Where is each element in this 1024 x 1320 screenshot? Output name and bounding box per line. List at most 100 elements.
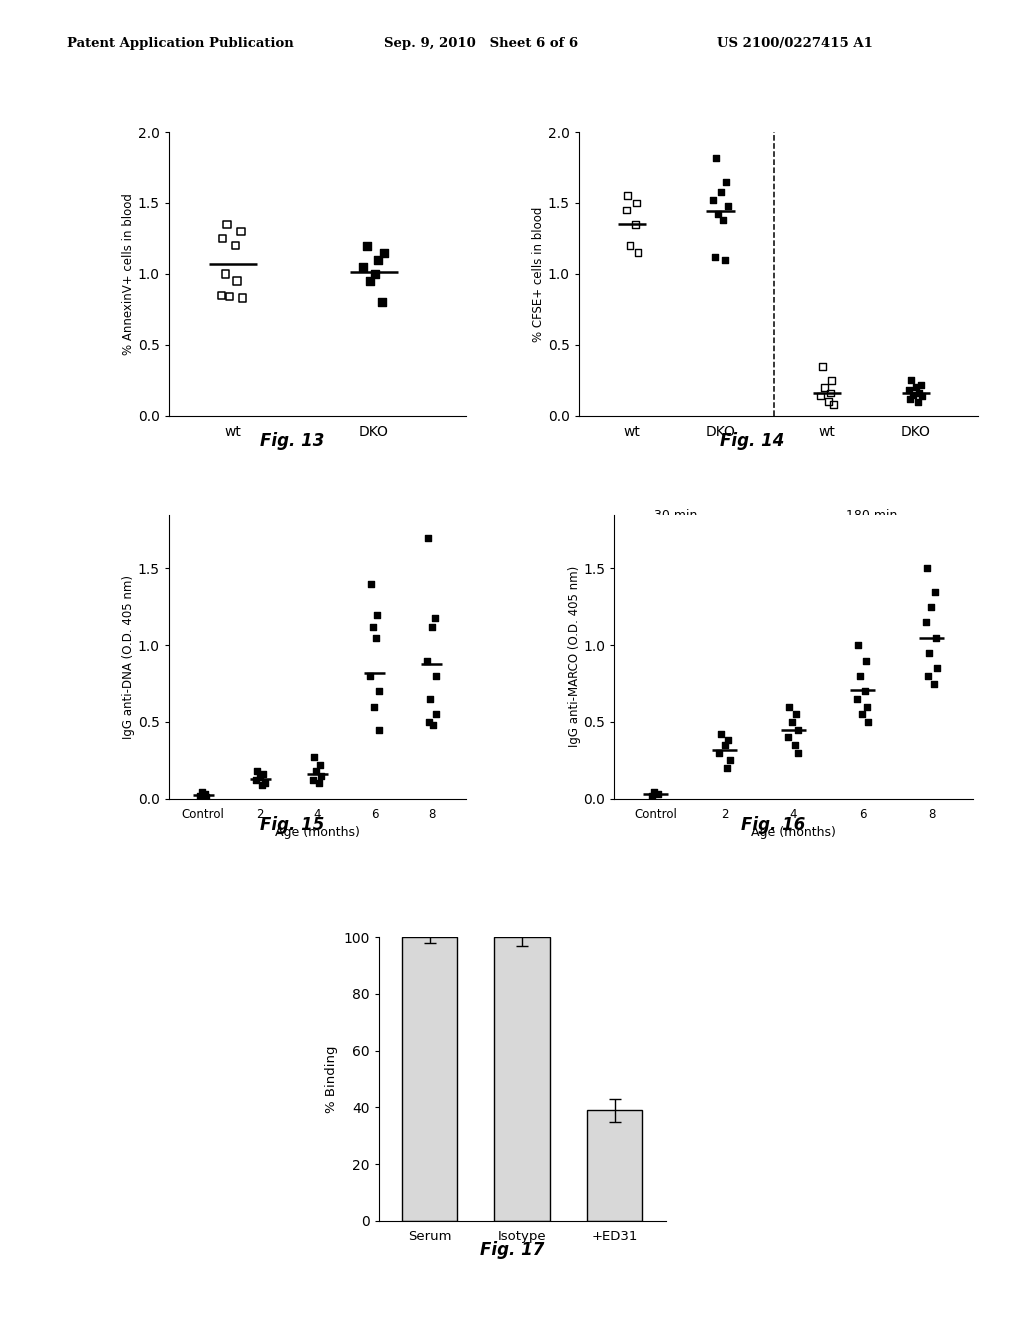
X-axis label: Age (months): Age (months) bbox=[752, 826, 836, 840]
Point bbox=[813, 385, 829, 407]
Y-axis label: IgG anti-MARCO (O.D. 405 nm): IgG anti-MARCO (O.D. 405 nm) bbox=[567, 566, 581, 747]
Point bbox=[370, 249, 386, 271]
Point bbox=[427, 665, 443, 686]
Text: Fig. 14: Fig. 14 bbox=[721, 432, 784, 450]
Point bbox=[823, 370, 840, 391]
Point bbox=[366, 696, 382, 717]
Text: 30 min: 30 min bbox=[654, 510, 698, 523]
Point bbox=[305, 770, 322, 791]
Text: Fig. 16: Fig. 16 bbox=[741, 816, 805, 834]
Point bbox=[816, 378, 833, 399]
Point bbox=[252, 767, 268, 788]
Text: Sep. 9, 2010   Sheet 6 of 6: Sep. 9, 2010 Sheet 6 of 6 bbox=[384, 37, 579, 50]
Point bbox=[306, 747, 323, 768]
Point bbox=[213, 285, 229, 306]
Point bbox=[232, 220, 249, 242]
Point bbox=[425, 714, 441, 735]
Point bbox=[710, 203, 726, 224]
Point bbox=[424, 616, 440, 638]
Point bbox=[720, 730, 736, 751]
Point bbox=[902, 388, 919, 409]
Point bbox=[720, 195, 736, 216]
Point bbox=[858, 649, 874, 671]
Point bbox=[783, 711, 800, 733]
Point bbox=[822, 383, 839, 404]
Point bbox=[706, 190, 722, 211]
Point bbox=[717, 249, 733, 271]
Point bbox=[618, 199, 635, 220]
Point bbox=[361, 665, 378, 686]
Point bbox=[620, 185, 636, 206]
Point bbox=[781, 696, 798, 717]
Point bbox=[420, 527, 436, 548]
Point bbox=[852, 665, 868, 686]
Text: US 2100/0227415 A1: US 2100/0227415 A1 bbox=[717, 37, 872, 50]
Point bbox=[814, 355, 830, 376]
Point bbox=[419, 649, 435, 671]
Point bbox=[622, 235, 638, 256]
Point bbox=[920, 558, 936, 579]
Bar bbox=[587, 1110, 642, 1221]
Point bbox=[854, 704, 870, 725]
Point bbox=[913, 374, 930, 395]
Point bbox=[922, 643, 938, 664]
Point bbox=[307, 760, 324, 781]
Point bbox=[628, 193, 644, 214]
Text: Fig. 17: Fig. 17 bbox=[480, 1241, 544, 1259]
Point bbox=[371, 681, 387, 702]
Point bbox=[219, 214, 236, 235]
Point bbox=[214, 228, 230, 249]
Point bbox=[644, 785, 660, 807]
Point bbox=[254, 775, 270, 796]
Point bbox=[708, 147, 724, 168]
Point bbox=[194, 781, 210, 803]
Point bbox=[920, 665, 936, 686]
Point bbox=[719, 758, 735, 779]
Point bbox=[903, 370, 920, 391]
Point bbox=[198, 787, 214, 808]
Point bbox=[918, 611, 934, 632]
Point bbox=[361, 271, 378, 292]
Point bbox=[927, 581, 943, 602]
Point bbox=[717, 734, 733, 755]
Point bbox=[913, 385, 930, 407]
Point bbox=[713, 181, 729, 202]
Text: 180 min: 180 min bbox=[846, 510, 897, 523]
Point bbox=[911, 383, 928, 404]
Point bbox=[820, 391, 837, 412]
Point bbox=[790, 719, 806, 741]
Bar bbox=[495, 937, 550, 1221]
Point bbox=[217, 264, 233, 285]
X-axis label: Age (months): Age (months) bbox=[275, 826, 359, 840]
Y-axis label: % Binding: % Binding bbox=[325, 1045, 338, 1113]
Y-axis label: % CFSE+ cells in blood: % CFSE+ cells in blood bbox=[531, 206, 545, 342]
Point bbox=[645, 781, 662, 803]
Point bbox=[722, 750, 738, 771]
Point bbox=[924, 597, 940, 618]
Point bbox=[221, 286, 238, 308]
Point bbox=[426, 607, 442, 628]
Point bbox=[428, 704, 444, 725]
Point bbox=[780, 727, 797, 748]
Point bbox=[791, 742, 807, 763]
Point bbox=[421, 711, 437, 733]
Point bbox=[376, 242, 392, 263]
Point bbox=[630, 242, 646, 263]
Point bbox=[422, 688, 438, 709]
Point bbox=[900, 380, 916, 401]
Point bbox=[371, 719, 387, 741]
Point bbox=[311, 754, 328, 775]
Point bbox=[375, 292, 391, 313]
Point bbox=[228, 271, 245, 292]
Point bbox=[926, 673, 942, 694]
Point bbox=[362, 573, 379, 594]
Point bbox=[248, 770, 264, 791]
Point bbox=[368, 627, 384, 648]
Point bbox=[227, 235, 244, 256]
Point bbox=[928, 627, 944, 648]
Point bbox=[365, 616, 381, 638]
Point bbox=[358, 235, 375, 256]
Point bbox=[312, 766, 329, 787]
Point bbox=[850, 635, 866, 656]
Point bbox=[370, 605, 386, 626]
